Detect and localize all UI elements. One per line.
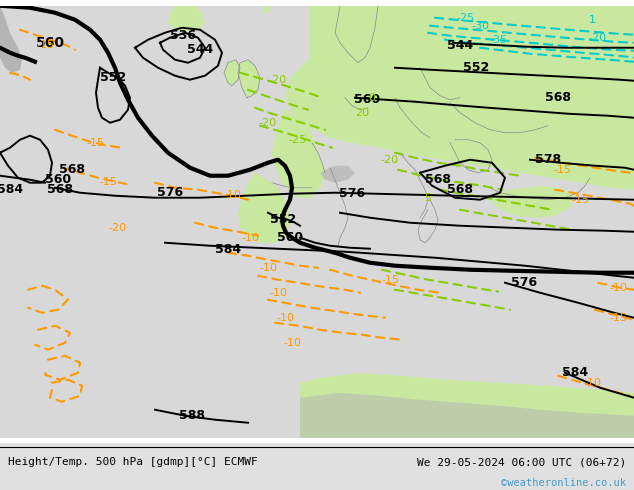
- Text: 578: 578: [535, 153, 561, 166]
- Text: 584: 584: [562, 366, 588, 379]
- Text: 0: 0: [368, 93, 375, 103]
- Text: -10: -10: [283, 338, 301, 348]
- Text: -20: -20: [589, 33, 607, 43]
- Text: -15: -15: [381, 275, 399, 285]
- Text: -10: -10: [269, 288, 287, 298]
- Text: -10: -10: [241, 233, 259, 243]
- Text: 560: 560: [354, 93, 380, 106]
- Text: 536: 536: [170, 29, 196, 42]
- Polygon shape: [330, 6, 368, 53]
- Text: -15: -15: [571, 195, 589, 205]
- Text: 584: 584: [215, 243, 241, 256]
- Polygon shape: [345, 6, 415, 73]
- Text: 568: 568: [425, 173, 451, 186]
- Text: 5: 5: [425, 193, 432, 203]
- Text: 576: 576: [157, 186, 183, 199]
- Polygon shape: [490, 6, 634, 90]
- Text: -20: -20: [259, 118, 277, 128]
- Polygon shape: [238, 173, 290, 243]
- Text: -25: -25: [457, 13, 475, 23]
- Text: -10: -10: [223, 190, 241, 200]
- Polygon shape: [168, 6, 205, 33]
- Polygon shape: [238, 60, 260, 98]
- Text: 552: 552: [270, 213, 296, 226]
- Text: -10: -10: [583, 378, 601, 388]
- Text: -10: -10: [609, 283, 627, 293]
- Text: 560: 560: [277, 231, 303, 244]
- Text: -10: -10: [259, 263, 277, 273]
- Text: -20: -20: [109, 223, 127, 233]
- Text: -15: -15: [99, 177, 117, 187]
- Text: 568: 568: [59, 163, 85, 176]
- Polygon shape: [0, 6, 22, 73]
- Text: 20: 20: [355, 108, 369, 118]
- Text: 560: 560: [36, 36, 65, 49]
- Text: 576: 576: [339, 187, 365, 200]
- Polygon shape: [224, 60, 240, 86]
- Text: 568: 568: [447, 183, 473, 196]
- Text: -15: -15: [609, 313, 627, 323]
- Text: ©weatheronline.co.uk: ©weatheronline.co.uk: [501, 478, 626, 488]
- Text: 544: 544: [447, 39, 473, 52]
- Text: 552: 552: [463, 61, 489, 74]
- Text: -15: -15: [553, 165, 571, 175]
- Text: -30: -30: [471, 21, 489, 31]
- Text: Height/Temp. 500 hPa [gdmp][°C] ECMWF: Height/Temp. 500 hPa [gdmp][°C] ECMWF: [8, 457, 257, 467]
- Text: 552: 552: [100, 71, 126, 84]
- Text: -15: -15: [36, 40, 54, 49]
- Text: 576: 576: [511, 276, 537, 289]
- Text: 544: 544: [187, 43, 213, 56]
- Text: -10: -10: [276, 313, 294, 323]
- Polygon shape: [320, 166, 355, 183]
- Text: -20: -20: [381, 155, 399, 165]
- Text: -20: -20: [269, 75, 287, 85]
- Text: We 29-05-2024 06:00 UTC (06+72): We 29-05-2024 06:00 UTC (06+72): [417, 457, 626, 467]
- Polygon shape: [300, 373, 634, 438]
- Text: 1: 1: [588, 15, 595, 24]
- Polygon shape: [490, 186, 575, 218]
- Text: 584: 584: [0, 183, 23, 196]
- Text: -15: -15: [86, 138, 104, 147]
- Polygon shape: [285, 6, 634, 190]
- Polygon shape: [272, 108, 325, 198]
- Text: 588: 588: [179, 409, 205, 422]
- Polygon shape: [300, 392, 634, 438]
- Text: -35: -35: [489, 35, 507, 45]
- Text: 568: 568: [545, 91, 571, 104]
- Text: 568: 568: [47, 183, 73, 196]
- Text: -25: -25: [289, 135, 307, 145]
- Text: 560: 560: [45, 173, 71, 186]
- Polygon shape: [262, 6, 270, 14]
